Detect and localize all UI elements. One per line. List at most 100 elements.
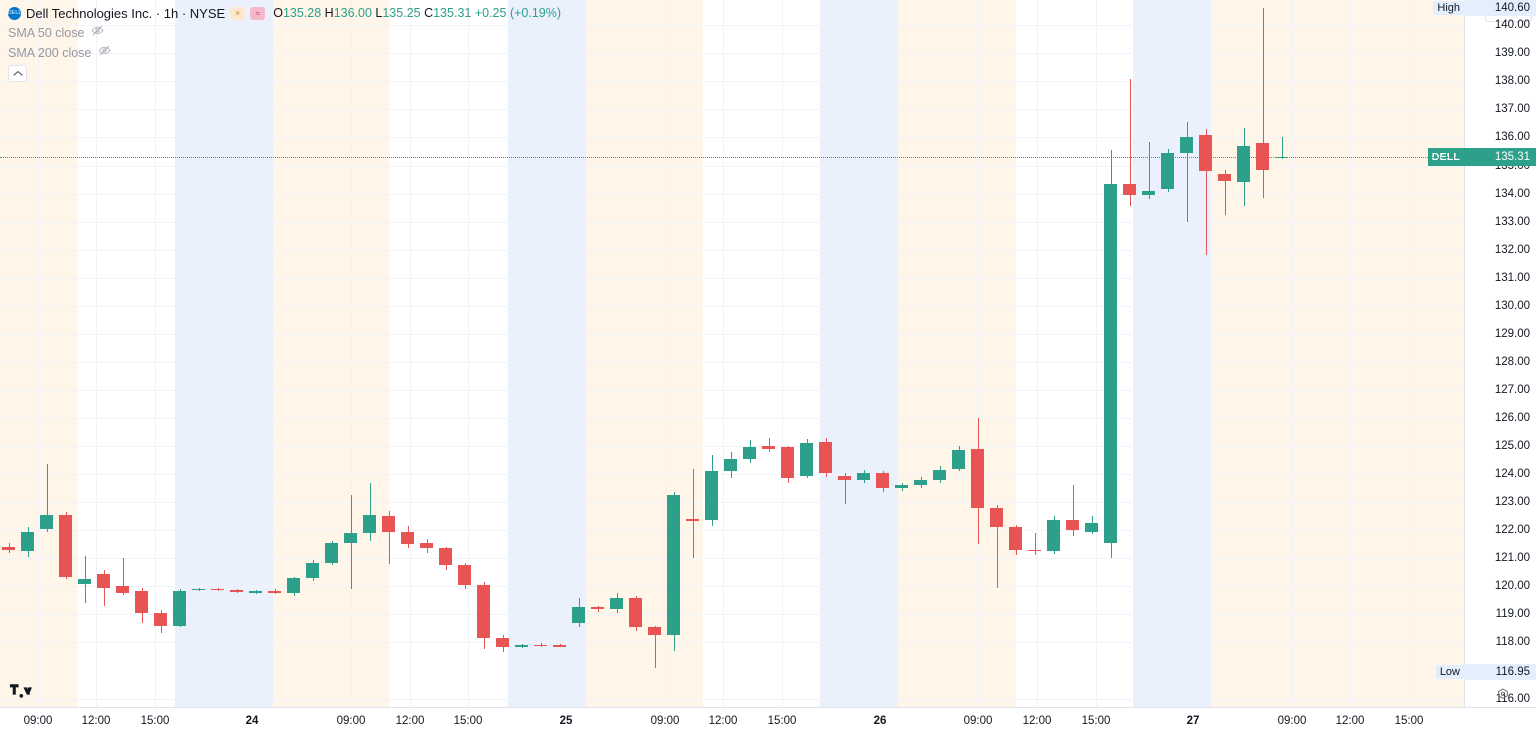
time-tick-label: 15:00 [767,715,797,727]
candle-body [268,591,281,594]
settings-gear-icon[interactable] [1495,687,1510,702]
eye-off-icon[interactable] [91,24,104,42]
candle-wick [1224,169,1226,215]
chevron-up-icon [12,70,23,76]
session-sun-icon[interactable]: ☀ [230,7,246,20]
candle-body [895,485,908,489]
change-value: +0.25 [474,6,507,20]
price-axis[interactable]: USD 140.00139.00138.00137.00136.00135.00… [1464,0,1536,707]
gridline-horizontal [0,222,1464,223]
chart-legend: DELL Dell Technologies Inc. · 1h · NYSE … [8,4,561,63]
gridline-horizontal [0,334,1464,335]
price-tick-label: 137.00 [1494,103,1530,116]
candle-wick [692,468,694,559]
gridline-vertical [1037,0,1038,707]
low-marker-tag: Low [1435,664,1464,679]
session-wave-icon[interactable]: ≈ [250,7,266,20]
candle-body [496,638,509,647]
gridline-vertical [978,0,979,707]
gridline-vertical [566,0,567,707]
time-tick-label: 09:00 [336,715,366,727]
gridline-horizontal [0,137,1464,138]
candle-body [762,446,775,449]
symbol-title[interactable]: Dell Technologies Inc. · 1h · NYSE [26,6,226,21]
indicator-row-sma200[interactable]: SMA 200 close [8,43,561,63]
candle-body [1218,173,1231,181]
candle-body [781,447,794,479]
session-band-afterhours [1133,0,1211,707]
candle-body [1104,183,1117,543]
indicator-row-sma50[interactable]: SMA 50 close [8,23,561,43]
time-tick-label: 12:00 [708,715,738,727]
tradingview-logo-icon [10,684,32,698]
candle-wick [388,510,390,564]
candle-body [306,562,319,578]
candle-body [1180,137,1193,153]
price-tick-label: 140.00 [1494,19,1530,32]
gridline-horizontal [0,278,1464,279]
candle-body [1123,183,1136,195]
gridline-vertical [1096,0,1097,707]
change-percent: (+0.19%) [509,6,562,20]
candle-body [458,565,471,585]
high-marker-tag: High [1433,1,1464,16]
indicator-label-sma50: SMA 50 close [8,25,85,40]
candle-body [1199,134,1212,172]
time-tick-label: 15:00 [1081,715,1111,727]
eye-off-icon[interactable] [98,44,111,62]
gridline-horizontal [0,362,1464,363]
current-price-value[interactable]: 135.31 [1464,147,1536,166]
candle-wick [1129,78,1131,207]
gridline-vertical [665,0,666,707]
candle-body [572,607,585,623]
candle-body [1028,549,1041,552]
price-tick-label: 130.00 [1494,299,1530,312]
chart-plot-area[interactable] [0,0,1464,707]
candle-wick [369,482,371,542]
candle-body [401,531,414,545]
candle-body [857,472,870,480]
candle-body [2,547,15,550]
candle-body [1066,520,1079,531]
symbol-title-row[interactable]: DELL Dell Technologies Inc. · 1h · NYSE … [8,4,561,23]
candle-body [154,613,167,626]
session-band-premarket [273,0,390,707]
price-tick-label: 139.00 [1494,47,1530,60]
price-tick-label: 126.00 [1494,412,1530,425]
candle-wick [654,625,656,668]
gridline-horizontal [0,502,1464,503]
candle-body [1161,152,1174,190]
time-tick-label: 12:00 [1335,715,1365,727]
candle-body [876,472,889,489]
low-marker-value: 116.95 [1495,665,1530,678]
gridline-vertical [38,0,39,707]
candle-body [724,458,737,472]
candle-body [249,591,262,593]
candle-body [686,519,699,521]
candle-body [1009,527,1022,550]
gridline-vertical [410,0,411,707]
time-tick-label: 27 [1186,715,1200,727]
gridline-horizontal [0,530,1464,531]
gridline-horizontal [0,166,1464,167]
time-tick-label: 12:00 [395,715,425,727]
gridline-horizontal [0,642,1464,643]
low-value: 135.25 [382,6,421,20]
candle-body [78,579,91,584]
gridline-horizontal [0,81,1464,82]
candle-wick [996,505,998,588]
price-tick-label: 123.00 [1494,496,1530,509]
high-marker-value-bg [1464,0,1536,17]
collapse-legend-button[interactable] [8,65,27,82]
time-axis[interactable]: 09:00 12:00 15:00 24 09:00 12:00 15:00 25 09:00 1… [0,707,1536,734]
session-band-premarket [1211,0,1464,707]
price-tick-label: 124.00 [1494,468,1530,481]
gridline-vertical [155,0,156,707]
candle-wick [46,464,48,532]
gridline-horizontal [0,699,1464,700]
price-tick-label: 136.00 [1494,131,1530,144]
time-tick-label: 09:00 [963,715,993,727]
price-tick-label: 121.00 [1494,552,1530,565]
candle-body [477,584,490,639]
current-price-line [0,156,1464,158]
